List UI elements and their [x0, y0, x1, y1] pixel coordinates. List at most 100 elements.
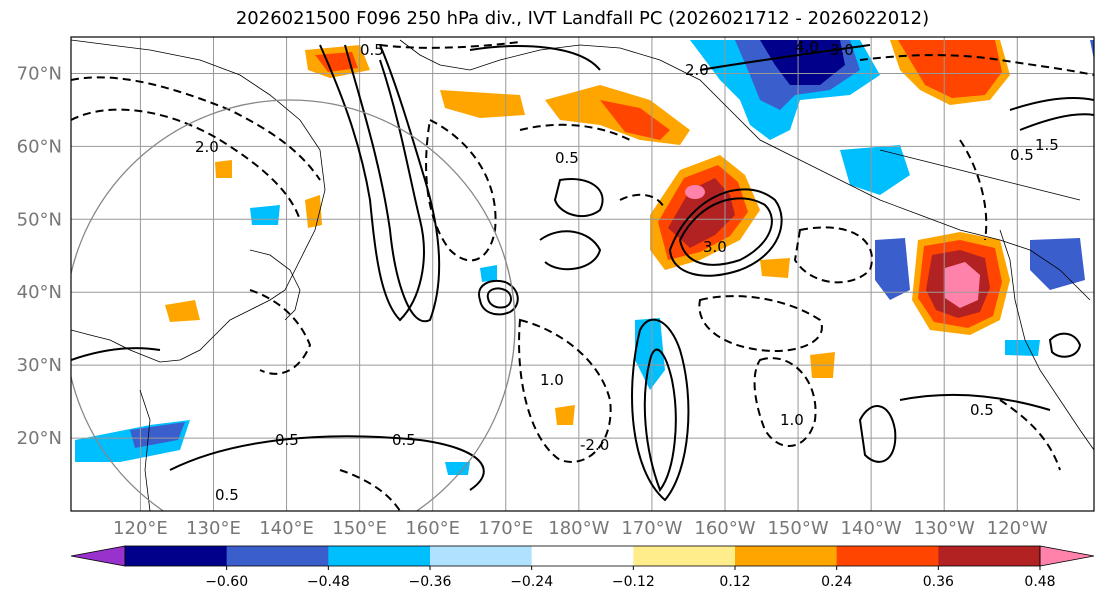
shade-blob [898, 40, 1002, 98]
contour-label: 1.0 [780, 411, 804, 429]
lat-tick-label: 70°N [17, 63, 62, 84]
lon-tick-label: 170°E [478, 518, 533, 539]
contour-label: 0.5 [392, 431, 416, 449]
colorbar-swatch [735, 546, 838, 566]
colorbar-swatch [836, 546, 939, 566]
colorbar-extend-high [1039, 545, 1095, 567]
shade-blob [445, 462, 470, 475]
shade-blob [130, 422, 185, 448]
contour-label: 0.5 [555, 149, 579, 167]
contour-solid [1019, 113, 1094, 131]
shade-blob [215, 160, 232, 178]
contour-dashed [249, 289, 312, 375]
shade-blob [600, 100, 670, 140]
lon-tick-label: 170°W [621, 518, 682, 539]
lon-tick-label: 120°W [987, 518, 1048, 539]
contour-dashed [753, 357, 817, 447]
longitude-labels: 120°E 130°E 140°E 150°E 160°E 170°E 180°W 170°W… [113, 518, 1048, 539]
coastline [999, 229, 1094, 451]
contour-label: 3.0 [703, 238, 727, 256]
shade-blob [685, 185, 705, 199]
contour-solid [478, 280, 519, 316]
shade-blob [760, 258, 790, 278]
lat-tick-label: 20°N [17, 428, 62, 449]
contour-label: 0.5 [1010, 146, 1034, 164]
contour-dashed [71, 76, 321, 181]
contour-solid [699, 44, 871, 71]
contour-solid [631, 318, 690, 502]
contour-solid [553, 178, 604, 218]
colorbar-tick-label: 0.36 [923, 574, 954, 590]
contour-solid [1009, 97, 1094, 111]
coastline [71, 39, 326, 363]
colorbar-outline [124, 545, 1041, 567]
contour-label: 3.0 [830, 41, 854, 59]
graticule [71, 37, 1094, 511]
shade-blob [875, 238, 910, 300]
contour-dashed [425, 118, 497, 262]
coastline [879, 149, 1081, 201]
contour-solid [169, 435, 485, 491]
contour-solid [858, 405, 897, 463]
contour-solid [668, 188, 783, 277]
colorbar-tick-label: 0.48 [1024, 574, 1055, 590]
contour-label: 0.5 [275, 431, 299, 449]
colorbar-swatch [531, 546, 634, 566]
chart-title: 2026021500 F096 250 hPa div., IVT Landfa… [235, 8, 930, 29]
contour-dashed [518, 318, 612, 463]
colorbar-extend-low [70, 545, 126, 567]
lon-tick-label: 130°W [914, 518, 975, 539]
contour-label: 2.0 [685, 61, 709, 79]
contour-dashed [793, 226, 873, 284]
coastline [399, 39, 1091, 301]
contour-solid [486, 287, 512, 309]
shade-blob [480, 265, 497, 282]
lon-tick-label: 140°E [259, 518, 314, 539]
contour-label: 4.0 [795, 38, 819, 56]
lat-tick-label: 30°N [17, 355, 62, 376]
lon-tick-label: 130°E [186, 518, 241, 539]
contour-dashed [619, 193, 666, 211]
colorbar-tick-label: −0.48 [307, 574, 350, 590]
lon-tick-label: 180°W [548, 518, 609, 539]
colorbar-tick-label: −0.36 [409, 574, 452, 590]
contour-solid [678, 197, 773, 266]
contour-dashed [71, 108, 301, 221]
contour-solid [319, 44, 425, 322]
contour-solid [344, 44, 441, 323]
shade-blob [840, 145, 910, 195]
colorbar-swatch [938, 546, 1041, 566]
lon-tick-label: 160°W [694, 518, 755, 539]
contour-label-group: 0.5 2.0 3.0 4.0 2.0 3.0 0.5 0.5 0.5 0.5 … [195, 38, 1059, 504]
contour-solid [469, 45, 601, 71]
contour-solid [71, 347, 161, 361]
shade-blob [1005, 340, 1040, 356]
contour-dashed [379, 41, 521, 49]
contour-label: 1.0 [540, 371, 564, 389]
shade-blob [635, 318, 665, 390]
contour-dashed [999, 399, 1061, 471]
lat-tick-label: 60°N [17, 136, 62, 157]
contour-solid [643, 348, 677, 493]
shade-blob [1030, 238, 1085, 290]
colorbar-swatch [125, 546, 228, 566]
shade-blob [1090, 40, 1094, 60]
colorbar-tick-label: 0.24 [821, 574, 852, 590]
lon-tick-label: 150°W [767, 518, 828, 539]
colorbar-swatch [328, 546, 431, 566]
contours [71, 44, 1094, 502]
lon-tick-label: 120°E [113, 518, 168, 539]
coastline [139, 389, 151, 511]
contour-label: 0.5 [215, 486, 239, 504]
contour-dashed [519, 123, 631, 141]
latitude-labels: 70°N 60°N 50°N 40°N 30°N 20°N [17, 63, 62, 449]
contour-label: 0.5 [360, 41, 384, 59]
contour-label: 1.5 [1035, 136, 1059, 154]
contour-label: 0.5 [970, 401, 994, 419]
contours-dashed [71, 41, 1094, 511]
shade-blob [250, 205, 280, 225]
contour-label: -2.0 [580, 436, 609, 454]
lon-tick-label: 140°W [841, 518, 902, 539]
colorbar: −0.60 −0.48 −0.36 −0.24 −0.12 0.12 0.24 0.36 0.4… [70, 545, 1095, 590]
